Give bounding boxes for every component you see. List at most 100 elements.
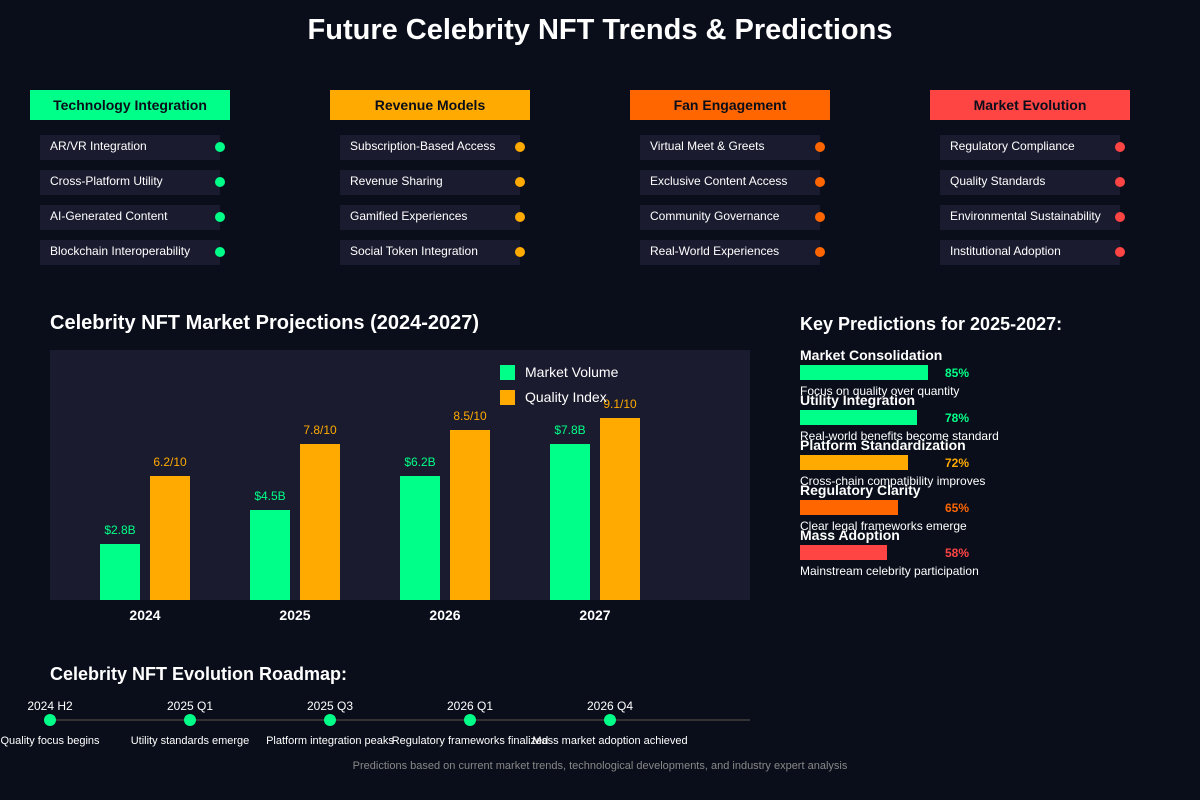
- category-item: Institutional Adoption: [940, 240, 1120, 265]
- market-projection-chart: $2.8B 6.2/10 2024 $4.5B 7.8/10 2025 $6.2B 8.5/1…: [100, 364, 640, 623]
- chart-data-label: $7.8B: [554, 423, 585, 437]
- chart-data-label: 7.8/10: [303, 423, 337, 437]
- prediction-description: Cross-chain compatibility improves: [800, 474, 986, 488]
- chart-bar-volume: [250, 510, 290, 600]
- category-item: Regulatory Compliance: [940, 135, 1120, 160]
- prediction-name: Platform Standardization: [800, 437, 966, 453]
- prediction-description: Real-world benefits become standard: [800, 429, 999, 443]
- chart-bar-quality: [600, 418, 640, 600]
- prediction-description: Mainstream celebrity participation: [800, 564, 979, 578]
- chart-data-label: 6.2/10: [153, 455, 187, 469]
- prediction-bar: [800, 410, 917, 425]
- status-dot-icon: [215, 142, 225, 152]
- status-dot-icon: [1115, 142, 1125, 152]
- chart-bar-volume: [400, 476, 440, 600]
- category-header-market-evolution: Market Evolution: [930, 90, 1130, 120]
- chart-x-tick-label: 2027: [579, 607, 610, 623]
- legend-label: Market Volume: [525, 364, 619, 380]
- category-item: AI-Generated Content: [40, 205, 220, 230]
- prediction-description: Focus on quality over quantity: [800, 384, 960, 398]
- status-dot-icon: [815, 142, 825, 152]
- category-header-technology: Technology Integration: [30, 90, 230, 120]
- legend-swatch-icon: [500, 390, 515, 405]
- prediction-percent: 58%: [945, 546, 970, 560]
- status-dot-icon: [215, 212, 225, 222]
- footer-note: Predictions based on current market tren…: [352, 760, 848, 772]
- roadmap-date: 2025 Q1: [166, 699, 214, 713]
- chart-data-label: $4.5B: [254, 489, 285, 503]
- category-item: Community Governance: [640, 205, 820, 230]
- status-dot-icon: [1115, 247, 1125, 257]
- status-dot-icon: [515, 212, 525, 222]
- status-dot-icon: [515, 247, 525, 257]
- prediction-percent: 72%: [945, 456, 970, 470]
- prediction-bar: [800, 365, 928, 380]
- category-item: Gamified Experiences: [340, 205, 520, 230]
- status-dot-icon: [215, 177, 225, 187]
- roadmap-description: Quality focus begins: [0, 735, 100, 747]
- category-item: AR/VR Integration: [40, 135, 220, 160]
- category-item: Quality Standards: [940, 170, 1120, 195]
- status-dot-icon: [815, 247, 825, 257]
- page-title: Future Celebrity NFT Trends & Prediction…: [307, 14, 893, 46]
- chart-bar-quality: [450, 430, 490, 600]
- category-item: Cross-Platform Utility: [40, 170, 220, 195]
- roadmap-date: 2024 H2: [27, 699, 73, 713]
- status-dot-icon: [215, 247, 225, 257]
- category-header-revenue: Revenue Models: [330, 90, 530, 120]
- roadmap-description: Mass market adoption achieved: [532, 735, 688, 747]
- chart-x-tick-label: 2026: [429, 607, 460, 623]
- chart-bar-quality: [150, 476, 190, 600]
- roadmap-milestone-dot-icon: [324, 714, 336, 726]
- roadmap-date: 2026 Q4: [586, 699, 634, 713]
- category-item: Subscription-Based Access: [340, 135, 520, 160]
- chart-data-label: $6.2B: [404, 455, 435, 469]
- roadmap-date: 2026 Q1: [446, 699, 494, 713]
- status-dot-icon: [1115, 177, 1125, 187]
- roadmap-milestone-dot-icon: [604, 714, 616, 726]
- chart-data-label: $2.8B: [104, 523, 135, 537]
- status-dot-icon: [815, 212, 825, 222]
- chart-data-label: 8.5/10: [453, 409, 487, 423]
- prediction-description: Clear legal frameworks emerge: [800, 519, 967, 533]
- category-header-fan-engagement: Fan Engagement: [630, 90, 830, 120]
- prediction-percent: 78%: [945, 411, 970, 425]
- chart-x-tick-label: 2024: [129, 607, 160, 623]
- prediction-name: Regulatory Clarity: [800, 482, 921, 498]
- prediction-name: Market Consolidation: [800, 347, 943, 363]
- category-item: Environmental Sustainability: [940, 205, 1120, 230]
- roadmap-date: 2025 Q3: [306, 699, 354, 713]
- chart-bar-volume: [550, 444, 590, 600]
- prediction-bar: [800, 500, 898, 515]
- roadmap-description: Platform integration peaks: [266, 735, 394, 747]
- category-item: Virtual Meet & Greets: [640, 135, 820, 160]
- prediction-bar: [800, 545, 887, 560]
- roadmap-description: Regulatory frameworks finalized: [391, 735, 549, 747]
- prediction-percent: 85%: [945, 366, 970, 380]
- chart-title: Celebrity NFT Market Projections (2024-2…: [50, 312, 480, 334]
- category-item: Revenue Sharing: [340, 170, 520, 195]
- category-item: Exclusive Content Access: [640, 170, 820, 195]
- status-dot-icon: [515, 177, 525, 187]
- prediction-percent: 65%: [945, 501, 970, 515]
- prediction-name: Mass Adoption: [800, 527, 900, 543]
- predictions-title: Key Predictions for 2025-2027:: [800, 314, 1063, 334]
- category-item: Blockchain Interoperability: [40, 240, 220, 265]
- roadmap-line: [50, 719, 750, 721]
- prediction-bar: [800, 455, 908, 470]
- roadmap-title: Celebrity NFT Evolution Roadmap:: [50, 664, 348, 684]
- roadmap-milestone-dot-icon: [44, 714, 56, 726]
- chart-bar-quality: [300, 444, 340, 600]
- chart-x-tick-label: 2025: [279, 607, 310, 623]
- status-dot-icon: [815, 177, 825, 187]
- roadmap-description: Utility standards emerge: [130, 735, 250, 747]
- status-dot-icon: [1115, 212, 1125, 222]
- category-item: Social Token Integration: [340, 240, 520, 265]
- status-dot-icon: [515, 142, 525, 152]
- legend-swatch-icon: [500, 365, 515, 380]
- chart-data-label: 9.1/10: [603, 397, 637, 411]
- legend-label: Quality Index: [525, 389, 607, 405]
- chart-bar-volume: [100, 544, 140, 600]
- roadmap-milestone-dot-icon: [184, 714, 196, 726]
- category-item: Real-World Experiences: [640, 240, 820, 265]
